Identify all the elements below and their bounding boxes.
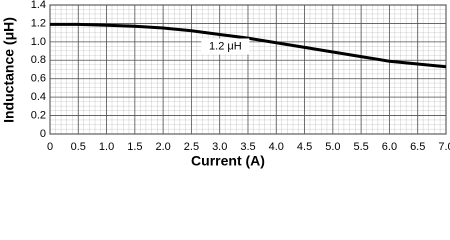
y-tick-label: 0.8 [31,54,46,66]
x-tick-label: 6.0 [382,141,397,153]
x-tick-label: 3.5 [240,141,255,153]
y-axis-title: Inductance (μH) [1,17,17,123]
y-tick-label: 0.4 [31,91,46,103]
y-tick-label: 1.2 [31,17,46,29]
y-tick-label: 0.2 [31,109,46,121]
y-tick-label: 0.6 [31,73,46,85]
annotation: 1.2 μH [209,40,242,52]
x-axis-title: Current (A) [191,153,265,169]
annotation-box [201,38,250,55]
y-tick-label: 0 [40,128,46,140]
x-tick-label: 4.0 [269,141,284,153]
line [50,22,447,69]
x-tick-label: 5.5 [353,141,368,153]
y-tick-label: 1.4 [31,0,46,11]
x-tick-label: 3.0 [212,141,227,153]
y-tick-label: 1.0 [31,36,46,48]
x-tick-label: 0 [47,141,53,153]
x-tick-label: 5.0 [325,141,340,153]
x-tick-label: 4.5 [297,141,312,153]
chart: Current (A) Inductance (μH) 0 0.2 0.4 0.6 0.… [1,0,450,169]
x-tick-label: 1.5 [127,141,142,153]
x-tick-label: 0.5 [71,141,86,153]
x-tick-label: 1.0 [99,141,114,153]
x-tick-label: 7.0 [438,141,450,153]
x-tick-label: 2.5 [184,141,199,153]
x-tick-label: 6.5 [410,141,425,153]
x-tick-label: 2.0 [155,141,170,153]
